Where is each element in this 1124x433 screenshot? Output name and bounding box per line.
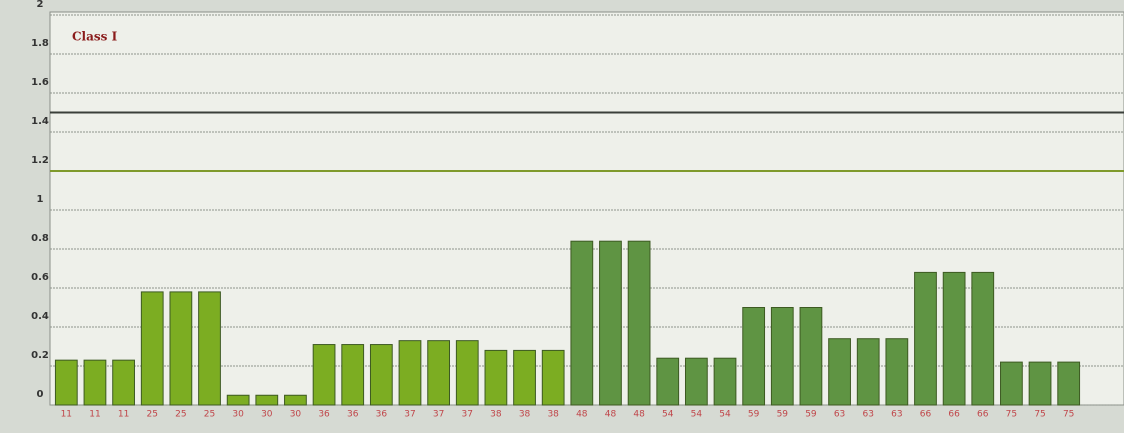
x-tick-label: 25 [147,410,158,420]
chart-title: Class I [72,30,118,44]
bar [1000,361,1023,406]
x-tick-label: 25 [204,410,215,420]
bar [770,307,794,406]
y-tick-label: 1.4 [31,116,49,127]
y-tick-label: 1.8 [31,38,49,49]
x-tick-label: 63 [834,410,845,420]
bar [799,307,823,406]
y-tick-label: 2 [37,0,44,10]
x-tick-label: 63 [862,410,873,420]
y-tick-label: 1.6 [31,77,49,88]
y-tick-label: 0 [37,389,44,400]
bar [627,240,651,406]
x-tick-label: 11 [118,410,129,420]
bar [398,340,422,406]
bar [226,394,250,406]
y-tick-label: 0.6 [31,272,49,283]
bar [828,338,851,406]
x-tick-label: 37 [404,410,415,420]
x-tick-label: 54 [662,410,674,420]
bar [341,344,365,406]
bar [713,357,737,406]
y-tick-label: 1 [37,194,44,205]
bar [284,394,307,406]
x-tick-label: 63 [891,410,902,420]
x-tick-label: 30 [290,410,302,420]
x-tick-label: 75 [1034,410,1045,420]
x-tick-label: 38 [490,410,502,420]
x-tick-label: 48 [576,410,588,420]
bar [684,357,708,406]
x-tick-label: 36 [347,410,359,420]
x-tick-label: 30 [261,410,273,420]
bar [942,271,966,406]
x-tick-label: 36 [318,410,330,420]
bar [1028,361,1052,406]
bar [541,349,565,406]
x-tick-label: 59 [777,410,789,420]
bar [54,359,78,406]
x-tick-label: 36 [376,410,388,420]
bar [455,340,479,406]
y-tick-label: 0.4 [31,311,49,322]
bar [599,240,622,406]
y-tick-label: 1.2 [31,155,49,166]
bar [914,271,937,406]
bar [656,357,680,406]
bar [1057,361,1081,406]
x-tick-label: 30 [232,410,244,420]
x-tick-label: 54 [719,410,731,420]
bar [140,291,164,406]
x-tick-label: 66 [977,410,989,420]
x-tick-label: 37 [462,410,473,420]
x-tick-label: 54 [691,410,703,420]
bar [856,338,880,406]
bar [513,349,536,406]
bar [83,359,107,406]
x-tick-label: 25 [175,410,186,420]
bar [570,240,594,406]
bar [971,271,995,406]
bar [169,291,193,406]
bar [484,349,508,406]
y-tick-label: 0.8 [31,233,49,244]
bar [369,344,393,406]
x-tick-label: 38 [547,410,559,420]
bar [112,359,135,406]
x-tick-label: 37 [433,410,444,420]
x-tick-label: 75 [1063,410,1074,420]
x-tick-label: 66 [948,410,960,420]
y-tick-label: 0.2 [31,350,49,361]
bar [742,307,766,406]
x-tick-label: 48 [633,410,645,420]
bar [198,291,221,406]
x-tick-label: 38 [519,410,531,420]
x-tick-label: 66 [920,410,932,420]
bar [427,340,451,406]
x-tick-label: 59 [748,410,760,420]
x-tick-label: 11 [61,410,72,420]
bar [255,394,279,406]
x-tick-label: 75 [1006,410,1017,420]
bar [312,344,336,406]
bar [885,338,909,406]
x-tick-label: 59 [805,410,817,420]
x-tick-label: 48 [605,410,617,420]
x-tick-label: 11 [89,410,100,420]
